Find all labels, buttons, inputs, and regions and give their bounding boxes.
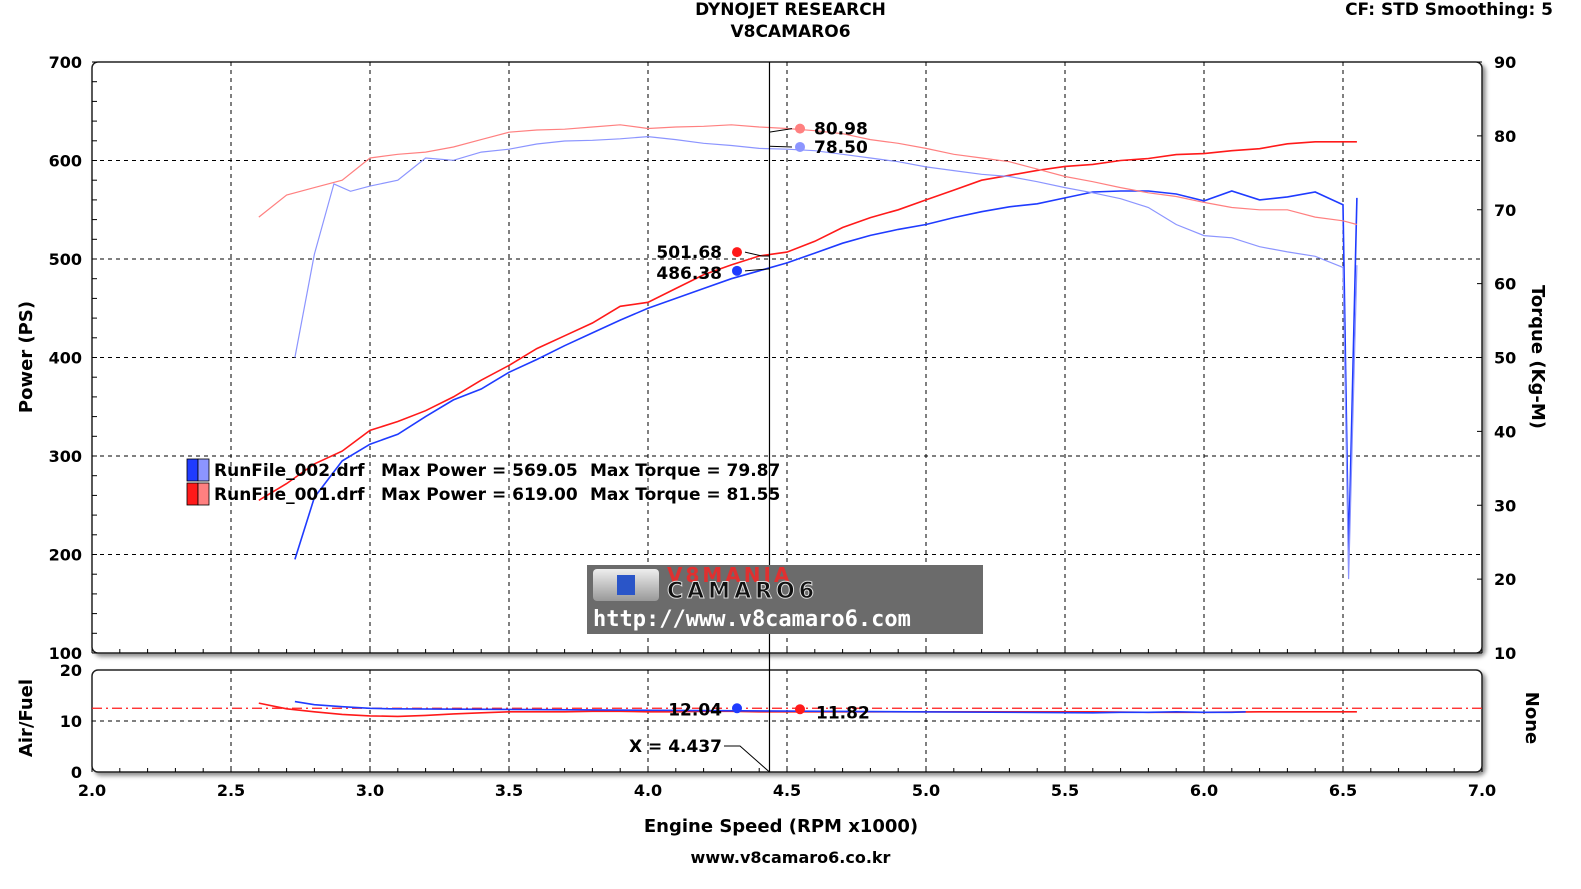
series-line-afr-runfile-002: [294, 700, 1246, 714]
x-tick-label: 4.0: [634, 781, 662, 800]
camaro-emblem-icon: [593, 569, 659, 601]
legend-swatch-power: [186, 458, 199, 482]
cursor-x-leader: [724, 745, 770, 773]
series-line-power-runfile-001: [258, 141, 1357, 501]
y-tick-label-afr: 10: [60, 712, 82, 731]
x-tick-label: 2.0: [78, 781, 106, 800]
cursor-leader: [769, 128, 793, 133]
cursor-value-afr-002: 12.04: [668, 700, 722, 720]
x-tick-label: 5.5: [1051, 781, 1079, 800]
legend-swatch-torque: [197, 458, 210, 482]
legend-swatch-torque: [197, 482, 210, 506]
series-line-torque-runfile-001: [258, 124, 1358, 226]
cursor-leader: [744, 251, 770, 257]
x-tick-label: 3.0: [356, 781, 384, 800]
y-axis-label-afr-right: None: [1521, 692, 1542, 744]
logo-brand-main: CAMARO6: [666, 579, 819, 605]
cursor-marker-power-002: [732, 265, 742, 276]
legend-max-torque: Max Torque = 79.87: [590, 461, 780, 481]
y-axis-label-torque: Torque (Kg-M): [1527, 285, 1548, 429]
legend-file-name: RunFile_001.drf: [214, 485, 365, 505]
y-tick-label-afr: 0: [71, 763, 82, 782]
y-tick-label-torque: 80: [1494, 127, 1516, 146]
y-tick-label-power: 400: [49, 349, 82, 368]
y-tick-label-power: 600: [49, 152, 82, 171]
chart-subtitle: V8CAMARO6: [730, 22, 851, 42]
y-tick-label-power: 700: [49, 53, 82, 72]
series-line-torque-runfile-002: [294, 135, 1358, 580]
cursor-value-power-002: 486.38: [656, 264, 722, 284]
correction-factor-info: CF: STD Smoothing: 5: [1345, 0, 1553, 20]
cursor-x-readout: X = 4.437: [629, 737, 722, 757]
legend-file-name: RunFile_002.drf: [214, 461, 365, 481]
y-tick-label-torque: 30: [1494, 496, 1516, 515]
x-tick-label: 7.0: [1468, 781, 1496, 800]
cursor-marker-torque-001: [795, 123, 805, 134]
y-tick-label-torque: 70: [1494, 201, 1516, 220]
x-tick-label: 3.5: [495, 781, 523, 800]
logo-brand-top: V8MANIA: [667, 563, 793, 587]
x-tick-label: 6.0: [1190, 781, 1218, 800]
cursor-value-torque-001: 80.98: [814, 120, 868, 140]
legend-max-torque: Max Torque = 81.55: [590, 485, 780, 505]
x-tick-label: 6.5: [1329, 781, 1357, 800]
y-tick-label-torque: 60: [1494, 275, 1516, 294]
cursor-leader: [769, 145, 793, 148]
y-tick-label-torque: 20: [1494, 570, 1516, 589]
y-tick-label-power: 300: [49, 447, 82, 466]
x-tick-label: 4.5: [773, 781, 801, 800]
cursor-marker-afr-002: [732, 703, 742, 714]
x-tick-label: 2.5: [217, 781, 245, 800]
y-tick-label-power: 500: [49, 250, 82, 269]
y-tick-label-torque: 40: [1494, 422, 1516, 441]
y-tick-label-power: 200: [49, 546, 82, 565]
cursor-marker-afr-001: [795, 704, 805, 715]
y-tick-label-torque: 90: [1494, 53, 1516, 72]
x-axis-label: Engine Speed (RPM x1000): [644, 816, 918, 837]
v8camaro6-logo: V8MANIA CAMARO6 http://www.v8camaro6.com: [587, 563, 983, 634]
series-line-power-runfile-002: [294, 190, 1358, 560]
cursor-value-power-001: 501.68: [656, 243, 722, 263]
footer-url: www.v8camaro6.co.kr: [690, 848, 891, 867]
y-tick-label-afr: 20: [60, 661, 82, 680]
y-axis-label-afr: Air/Fuel: [16, 679, 37, 757]
y-axis-label-power: Power (PS): [16, 301, 37, 413]
cursor-marker-torque-002: [795, 141, 805, 152]
y-tick-label-torque: 50: [1494, 349, 1516, 368]
legend-swatch-power: [186, 482, 199, 506]
y-tick-label-power: 100: [49, 644, 82, 663]
cursor-leader: [744, 268, 770, 272]
logo-url: http://www.v8camaro6.com: [593, 607, 911, 632]
x-tick-label: 5.0: [912, 781, 940, 800]
y-tick-label-torque: 10: [1494, 644, 1516, 663]
cursor-marker-power-001: [732, 247, 742, 258]
cursor-value-afr-001: 11.82: [816, 703, 870, 723]
cursor-value-torque-002: 78.50: [814, 138, 868, 158]
legend-max-power: Max Power = 569.05: [381, 461, 578, 481]
legend-max-power: Max Power = 619.00: [381, 485, 578, 505]
chart-title: DYNOJET RESEARCH: [695, 0, 886, 20]
